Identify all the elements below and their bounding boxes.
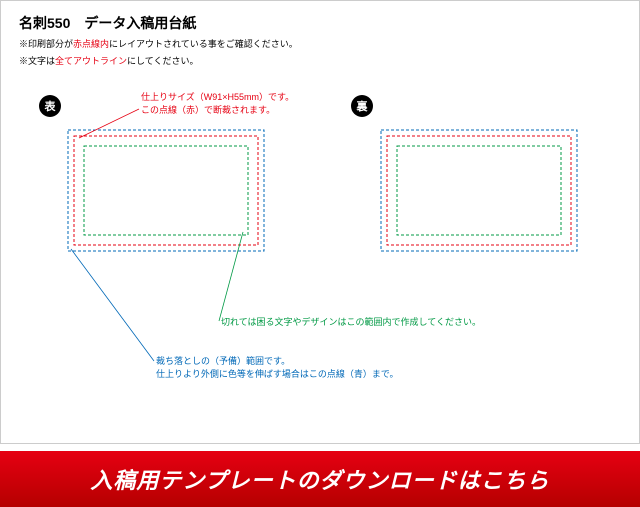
header: 名刺550 データ入稿用台紙 ※印刷部分が赤点線内にレイアウトされている事をご確… (1, 1, 639, 73)
front-label: 表 (39, 95, 61, 117)
annotation-blue: 裁ち落としの（予備）範囲です。 仕上りより外側に色等を伸ばす場合はこの点線（青）… (156, 355, 398, 380)
download-banner-text: 入稿用テンプレートのダウンロードはこちら (90, 463, 549, 495)
card-front (56, 118, 276, 268)
note-1: ※印刷部分が赤点線内にレイアウトされている事をご確認ください。 (19, 37, 621, 50)
document-page: 名刺550 データ入稿用台紙 ※印刷部分が赤点線内にレイアウトされている事をご確… (0, 0, 640, 444)
note-2: ※文字は全てアウトラインにしてください。 (19, 54, 621, 67)
card-back (369, 118, 589, 268)
back-label: 裏 (351, 95, 373, 117)
annotation-green: 切れては困る文字やデザインはこの範囲内で作成してください。 (221, 316, 481, 329)
annotation-red: 仕上りサイズ（W91×H55mm）です。 この点線（赤）で断裁されます。 (141, 91, 294, 116)
template-canvas: 表 裏 仕上りサイズ（W91×H55mm）です。 この点線（赤）で断裁されます。… (1, 73, 640, 453)
page-title: 名刺550 データ入稿用台紙 (19, 13, 621, 33)
download-banner[interactable]: 入稿用テンプレートのダウンロードはこちら (0, 451, 640, 507)
